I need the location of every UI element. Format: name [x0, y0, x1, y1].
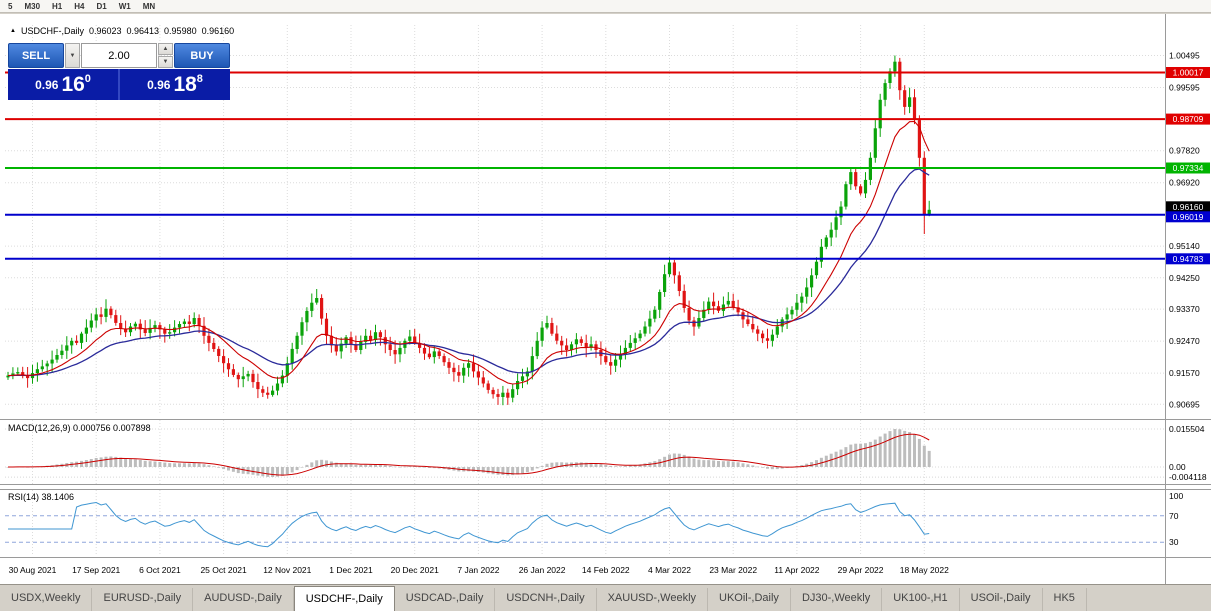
- svg-text:0.91570: 0.91570: [1169, 368, 1200, 378]
- timeframe-toolbar: 5 M30 H1 H4 D1 W1 MN: [0, 0, 1211, 13]
- volume-input[interactable]: [81, 43, 157, 68]
- svg-text:30 Aug 2021: 30 Aug 2021: [9, 565, 57, 575]
- svg-text:100: 100: [1169, 491, 1183, 501]
- svg-text:29 Apr 2022: 29 Apr 2022: [838, 565, 884, 575]
- chart-tab-bar: USDX,Weekly EURUSD-,Daily AUDUSD-,Daily USD…: [0, 584, 1211, 611]
- chart-tab-usdchf-daily[interactable]: USDCHF-,Daily: [293, 586, 395, 611]
- sell-button[interactable]: SELL: [8, 43, 64, 68]
- svg-text:25 Oct 2021: 25 Oct 2021: [200, 565, 247, 575]
- svg-text:14 Feb 2022: 14 Feb 2022: [582, 565, 630, 575]
- svg-text:7 Jan 2022: 7 Jan 2022: [457, 565, 499, 575]
- chart-tab-ukoil-daily[interactable]: UKOil-,Daily: [708, 588, 791, 611]
- svg-text:0.96019: 0.96019: [1173, 212, 1204, 222]
- timeframe-w1[interactable]: W1: [118, 1, 131, 11]
- candlesticks: [6, 55, 931, 406]
- svg-text:26 Jan 2022: 26 Jan 2022: [519, 565, 566, 575]
- macd-header: MACD(12,26,9) 0.000756 0.007898: [8, 423, 151, 433]
- chart-tab-eurusd-daily[interactable]: EURUSD-,Daily: [92, 588, 194, 611]
- svg-text:4 Mar 2022: 4 Mar 2022: [648, 565, 691, 575]
- rsi-panel: [5, 501, 1165, 548]
- svg-text:12 Nov 2021: 12 Nov 2021: [263, 565, 311, 575]
- svg-text:1 Dec 2021: 1 Dec 2021: [329, 565, 373, 575]
- svg-text:0.93370: 0.93370: [1169, 304, 1200, 314]
- arrow-up-icon: ▲: [158, 43, 173, 55]
- support-resistance-lines[interactable]: [5, 71, 1165, 260]
- chevron-down-icon: ▼: [69, 52, 76, 59]
- svg-text:0.94783: 0.94783: [1173, 254, 1204, 264]
- arrow-down-icon: ▼: [158, 56, 173, 68]
- svg-text:0.95140: 0.95140: [1169, 241, 1200, 251]
- timeframe-m30[interactable]: M30: [24, 1, 41, 11]
- chart-tab-hk5[interactable]: HK5: [1043, 588, 1087, 611]
- svg-text:0.00: 0.00: [1169, 462, 1186, 472]
- sell-price-big: 16: [61, 73, 85, 96]
- chart-tab-uk100-h1[interactable]: UK100-,H1: [882, 588, 960, 611]
- svg-text:30: 30: [1169, 537, 1179, 547]
- svg-text:0.99595: 0.99595: [1169, 83, 1200, 93]
- svg-text:0.94250: 0.94250: [1169, 273, 1200, 283]
- svg-text:0.97334: 0.97334: [1173, 163, 1204, 173]
- timeframe-h4[interactable]: H4: [74, 1, 85, 11]
- svg-text:0.90695: 0.90695: [1169, 399, 1200, 409]
- sell-price-display[interactable]: 0.96 16 0: [8, 69, 118, 100]
- svg-text:20 Dec 2021: 20 Dec 2021: [391, 565, 439, 575]
- rsi-header: RSI(14) 38.1406: [8, 492, 75, 502]
- chart-grid: [5, 25, 1165, 556]
- buy-button[interactable]: BUY: [174, 43, 230, 68]
- panel-borders: [0, 14, 1211, 584]
- svg-text:11 Apr 2022: 11 Apr 2022: [774, 565, 819, 575]
- svg-text:6 Oct 2021: 6 Oct 2021: [139, 565, 181, 575]
- chart-ohlc-header: ▲ USDCHF-,Daily 0.96023 0.96413 0.95980 …: [10, 26, 234, 36]
- timeframe-5[interactable]: 5: [8, 1, 13, 11]
- svg-text:18 May 2022: 18 May 2022: [900, 565, 949, 575]
- chart-tab-usdcad-daily[interactable]: USDCAD-,Daily: [395, 588, 496, 611]
- svg-text:17 Sep 2021: 17 Sep 2021: [72, 565, 120, 575]
- chart-tab-usdx-weekly[interactable]: USDX,Weekly: [0, 588, 93, 611]
- ohlc-open: 0.96023: [88, 26, 122, 36]
- buy-price-display[interactable]: 0.96 18 8: [118, 69, 230, 100]
- chart-tab-usdcnh-daily[interactable]: USDCNH-,Daily: [495, 588, 597, 611]
- svg-text:0.92470: 0.92470: [1169, 336, 1200, 346]
- chart-symbol-label: USDCHF-,Daily: [20, 26, 84, 36]
- volume-dropdown-button[interactable]: ▼: [65, 43, 80, 68]
- price-axis: 1.00495 1.00017 0.99595 0.98709 0.97820 0.973…: [1166, 51, 1210, 409]
- svg-text:1.00495: 1.00495: [1169, 51, 1200, 61]
- chart-tab-usoil-daily[interactable]: USOil-,Daily: [960, 588, 1043, 611]
- buy-price-base: 0.96: [147, 77, 171, 92]
- buy-price-big: 18: [173, 73, 197, 96]
- svg-text:70: 70: [1169, 511, 1179, 521]
- svg-text:0.96160: 0.96160: [1173, 202, 1204, 212]
- timeframe-mn[interactable]: MN: [142, 1, 156, 11]
- ohlc-low: 0.95980: [164, 26, 197, 36]
- svg-text:0.97820: 0.97820: [1169, 146, 1200, 156]
- chart-tab-audusd-daily[interactable]: AUDUSD-,Daily: [193, 588, 294, 611]
- volume-stepper[interactable]: ▲ ▼: [158, 43, 173, 68]
- svg-text:1.00017: 1.00017: [1173, 68, 1204, 78]
- date-axis: 30 Aug 2021 17 Sep 2021 6 Oct 2021 25 Oct 2…: [9, 565, 950, 575]
- macd-panel: [5, 428, 1165, 478]
- moving-averages: [7, 120, 930, 385]
- chart-tab-xauusd-weekly[interactable]: XAUUSD-,Weekly: [597, 588, 709, 611]
- ohlc-high: 0.96413: [126, 26, 160, 36]
- timeframe-h1[interactable]: H1: [52, 1, 63, 11]
- indicator-axis: 0.015504 0.00-0.004118 100 70 30: [1169, 424, 1207, 547]
- svg-text:0.015504: 0.015504: [1169, 424, 1205, 434]
- chart-tab-dj30-weekly[interactable]: DJ30-,Weekly: [791, 588, 883, 611]
- chart-marker-icon: ▲: [10, 27, 16, 34]
- svg-text:-0.004118: -0.004118: [1169, 472, 1207, 482]
- svg-text:0.96920: 0.96920: [1169, 178, 1200, 188]
- ohlc-close: 0.96160: [201, 26, 235, 36]
- sell-price-sup: 0: [84, 72, 91, 85]
- buy-price-sup: 8: [196, 72, 203, 85]
- svg-text:23 Mar 2022: 23 Mar 2022: [709, 565, 757, 575]
- timeframe-d1[interactable]: D1: [96, 1, 107, 11]
- price-chart[interactable]: 1.00495 1.00017 0.99595 0.98709 0.97820 0.973…: [0, 14, 1211, 584]
- sell-price-base: 0.96: [35, 77, 59, 92]
- svg-text:0.98709: 0.98709: [1173, 114, 1204, 124]
